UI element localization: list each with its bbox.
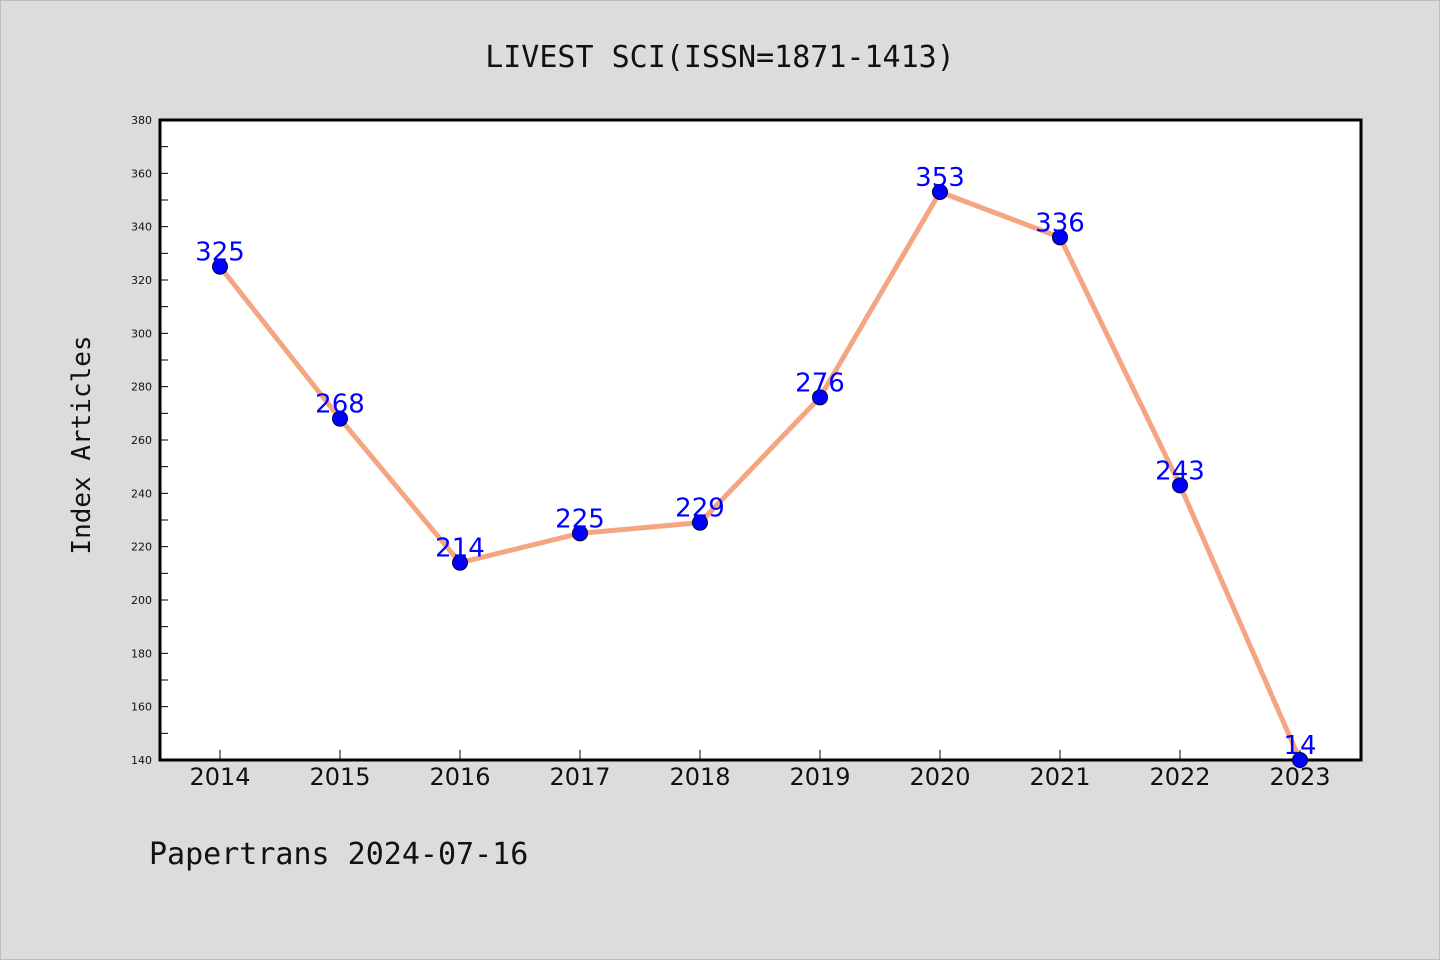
x-tick-label: 2017 — [549, 763, 610, 791]
y-axis: 140 160 180 200 220 240 260 280 300 320 340 360 380 — [131, 114, 168, 767]
y-axis-label: Index Articles — [67, 335, 97, 554]
data-point — [1172, 477, 1188, 494]
series-line — [217, 189, 1303, 763]
y-tick-label: 140 — [131, 754, 152, 767]
data-label: 353 — [915, 163, 965, 193]
y-tick-label: 260 — [131, 434, 152, 447]
data-point — [572, 525, 588, 542]
data-point — [332, 410, 348, 427]
chart-title: LIVEST SCI(ISSN=1871-1413) — [485, 40, 955, 75]
data-point — [932, 184, 948, 200]
y-tick-label: 240 — [131, 487, 152, 500]
data-label: 229 — [675, 494, 725, 524]
data-point — [452, 554, 468, 571]
x-tick-label: 2015 — [309, 763, 370, 791]
y-tick-label: 200 — [131, 594, 152, 607]
data-label: 214 — [435, 534, 485, 564]
footer-stamp: Papertrans 2024-07-16 — [149, 837, 528, 872]
x-tick-label: 2018 — [669, 763, 730, 791]
y-tick-label: 360 — [131, 167, 152, 180]
data-point — [1052, 229, 1068, 246]
x-tick-label: 2020 — [909, 763, 970, 791]
y-tick-label: 320 — [131, 274, 152, 287]
x-axis: 2014 2015 2016 2017 2018 2019 2020 2021 2022 2023 — [189, 750, 1331, 791]
data-point — [812, 389, 828, 406]
data-label: 268 — [315, 390, 365, 420]
data-label: 243 — [1155, 456, 1205, 486]
data-label: 336 — [1035, 208, 1085, 238]
data-label: 14 — [1283, 731, 1316, 761]
y-tick-label: 340 — [131, 221, 152, 234]
x-tick-label: 2016 — [429, 763, 490, 791]
y-tick-label: 180 — [131, 647, 152, 660]
series-layer: 325 268 214 225 229 276 353 336 243 14 — [195, 163, 1317, 768]
data-point — [1292, 752, 1308, 768]
y-tick-label: 160 — [131, 701, 152, 714]
x-tick-label: 2014 — [189, 763, 250, 791]
y-tick-label: 280 — [131, 381, 152, 394]
data-label: 276 — [795, 368, 845, 398]
x-tick-label: 2019 — [789, 763, 850, 791]
y-tick-label: 220 — [131, 541, 152, 554]
data-label: 325 — [195, 238, 245, 268]
data-point — [212, 258, 228, 275]
x-tick-label: 2022 — [1149, 763, 1210, 791]
data-point — [692, 514, 708, 531]
y-tick-label: 300 — [131, 327, 152, 340]
plot-area — [158, 118, 1363, 762]
data-label: 225 — [555, 504, 605, 534]
y-tick-label: 380 — [131, 114, 152, 127]
x-tick-label: 2021 — [1029, 763, 1090, 791]
